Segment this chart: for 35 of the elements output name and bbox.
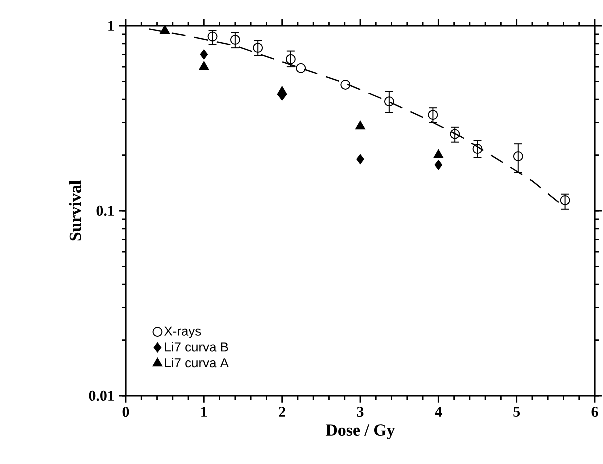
point — [208, 32, 218, 42]
point — [200, 50, 208, 60]
point — [472, 144, 483, 154]
x-tick-label: 3 — [357, 407, 364, 418]
point — [428, 110, 438, 120]
legend-label: X-rays — [164, 326, 202, 338]
point — [296, 63, 306, 74]
point — [199, 62, 209, 70]
point — [513, 152, 524, 162]
x-tick-label: 2 — [279, 407, 286, 417]
point — [230, 35, 240, 45]
y-tick-label: 0.01 — [89, 390, 114, 402]
point — [253, 43, 264, 54]
x-tick-label: 6 — [592, 407, 598, 418]
point — [560, 195, 570, 206]
legend-label: Li7 curva B — [165, 342, 228, 352]
point — [340, 80, 351, 90]
point — [356, 121, 366, 130]
point — [356, 154, 364, 164]
y-tick-label: 1 — [108, 21, 114, 31]
x-axis-title: Dose / Gy — [326, 424, 396, 440]
point — [434, 150, 444, 158]
y-tick-label: 0.1 — [96, 206, 114, 216]
point — [160, 26, 170, 34]
x-tick-label: 5 — [514, 407, 520, 417]
x-tick-label: 0 — [122, 407, 130, 418]
legend-label: Li7 curva A — [165, 358, 229, 368]
x-tick-label: 1 — [202, 407, 208, 417]
point — [434, 160, 442, 170]
point — [286, 54, 296, 64]
point — [450, 129, 460, 140]
y-axis-title: Survival — [69, 180, 82, 241]
x-tick-label: 4 — [435, 407, 442, 417]
point — [384, 96, 394, 107]
point — [278, 86, 288, 96]
